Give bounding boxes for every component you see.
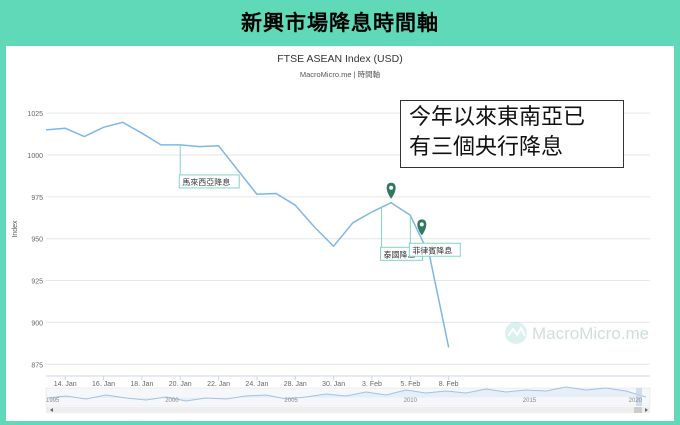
grid xyxy=(46,112,650,377)
annotation-label-0: 馬來西亞降息 xyxy=(182,177,230,187)
watermark: MacroMicro.me xyxy=(505,322,649,344)
map-pin-icon[interactable] xyxy=(386,182,396,199)
x-tick-label-10: 8. Feb xyxy=(439,381,459,388)
navigator[interactable]: 1995 2000 2005 2010 2015 2020 xyxy=(45,386,651,407)
navigator-scrollbar[interactable] xyxy=(46,407,650,413)
annotation-label-2: 菲律賓降息 xyxy=(412,245,452,255)
navigator-label-2: 2005 xyxy=(284,398,298,404)
y-axis-label: Index xyxy=(12,220,19,238)
macromicro-logo-icon xyxy=(505,322,527,344)
x-tick-label-0: 14. Jan xyxy=(54,381,77,388)
x-tick-label-3: 20. Jan xyxy=(169,381,192,388)
scroll-right-arrow-icon[interactable] xyxy=(645,408,648,412)
y-tick-label-1: 900 xyxy=(31,320,43,327)
annotation-box-0 xyxy=(178,174,240,189)
y-tick-label-4: 975 xyxy=(31,195,43,202)
callout-line-1: 今年以來東南亞已 xyxy=(409,105,586,130)
navigator-label-1: 2000 xyxy=(165,398,179,404)
series-layer xyxy=(45,121,450,348)
callout-line-2: 有三個央行降息 xyxy=(409,135,564,160)
x-tick-label-4: 22. Jan xyxy=(207,381,230,388)
navigator-label-5: 2020 xyxy=(629,398,643,404)
chart-subtitle: MacroMicro.me | 時間軸 xyxy=(300,69,380,79)
annotation-label-1: 泰國降息 xyxy=(384,249,416,259)
y-tick-label-6: 1025 xyxy=(27,111,43,118)
y-tick-labels: 875 900 925 950 975 1000 1025 xyxy=(27,111,43,369)
x-tick-label-9: 5. Feb xyxy=(400,381,420,388)
x-tick-label-8: 3. Feb xyxy=(362,381,382,388)
x-tick-label-2: 18. Jan xyxy=(130,381,153,388)
watermark-text: MacroMicro.me xyxy=(532,324,649,343)
line-chart: FTSE ASEAN Index (USD) MacroMicro.me | 時… xyxy=(12,53,651,413)
navigator-selection[interactable] xyxy=(636,388,642,406)
navigator-label-0: 1995 xyxy=(46,398,60,404)
x-tick-label-7: 30. Jan xyxy=(322,381,345,388)
y-tick-label-0: 875 xyxy=(31,362,43,369)
x-tick-labels: 14. Jan 16. Jan 18. Jan 20. Jan 22. Jan 24. J… xyxy=(54,376,459,388)
x-tick-label-1: 16. Jan xyxy=(92,381,115,388)
series-line-0[interactable] xyxy=(45,121,450,348)
navigator-label-4: 2015 xyxy=(523,398,537,404)
x-tick-label-5: 24. Jan xyxy=(245,381,268,388)
map-pin-icon[interactable] xyxy=(417,219,427,236)
callout-box: 今年以來東南亞已 有三個央行降息 xyxy=(400,100,624,168)
navigator-series xyxy=(47,386,647,402)
y-tick-label-2: 925 xyxy=(31,279,43,286)
x-tick-label-6: 28. Jan xyxy=(284,381,307,388)
annotation-box-2 xyxy=(408,242,461,257)
y-tick-label-5: 1000 xyxy=(27,153,43,160)
y-tick-label-3: 950 xyxy=(31,237,43,244)
scrollbar-thumb[interactable] xyxy=(634,407,642,413)
chart-title: FTSE ASEAN Index (USD) xyxy=(277,53,402,65)
navigator-year-labels: 1995 2000 2005 2010 2015 2020 xyxy=(46,398,643,404)
chart-panel: FTSE ASEAN Index (USD) MacroMicro.me | 時… xyxy=(6,46,674,421)
navigator-label-3: 2010 xyxy=(404,398,418,404)
page-title: 新興市場降息時間軸 xyxy=(241,11,439,35)
scroll-left-arrow-icon[interactable] xyxy=(50,408,53,412)
